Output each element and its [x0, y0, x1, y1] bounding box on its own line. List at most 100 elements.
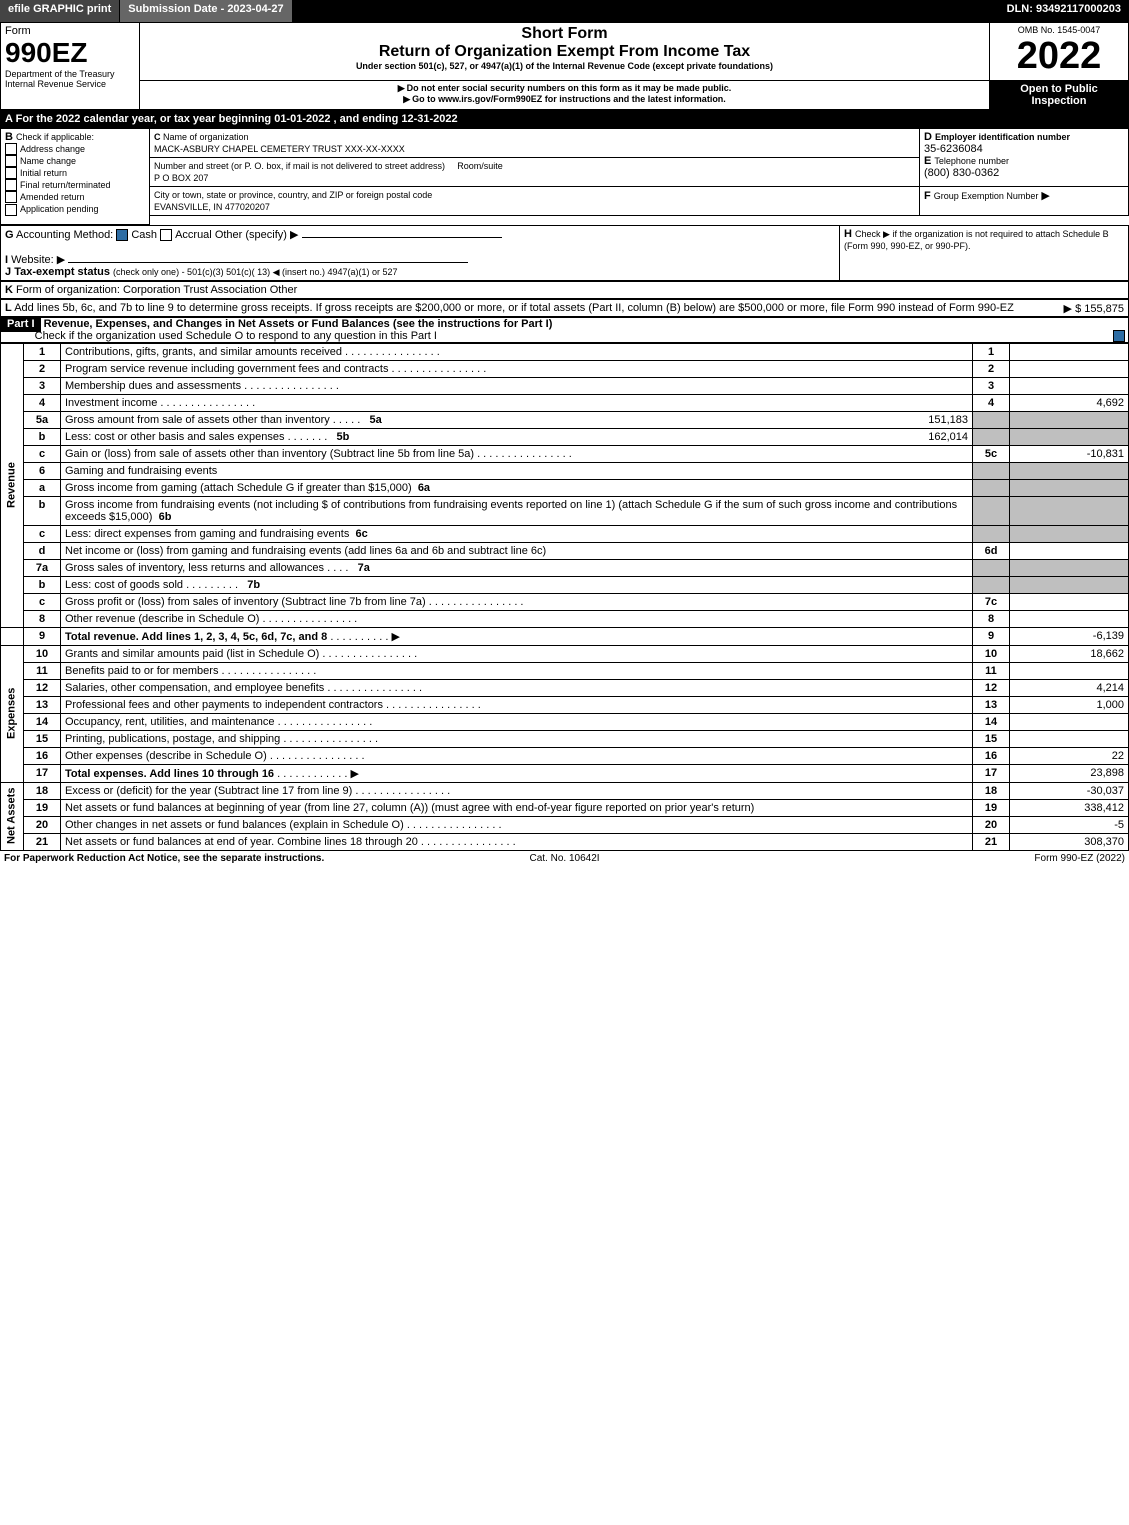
efile-print-button[interactable]: efile GRAPHIC print [0, 0, 120, 22]
chk-cash[interactable] [116, 229, 128, 241]
line-k: K Form of organization: Corporation Trus… [0, 281, 1129, 299]
chk-pending[interactable] [5, 204, 17, 216]
netassets-label: Net Assets [1, 782, 24, 850]
irs-label: Internal Revenue Service [5, 79, 135, 89]
l17n: 17 [973, 764, 1010, 782]
l2n: 2 [973, 360, 1010, 377]
line16-text: Other expenses (describe in Schedule O) [61, 747, 973, 764]
line6b-text: Gross income from fundraising events (no… [65, 499, 328, 511]
city-value: EVANSVILLE, IN 477020207 [154, 202, 270, 212]
part1-check-text: Check if the organization used Schedule … [35, 330, 437, 342]
line1-num: 1 [973, 343, 1010, 360]
l11n: 11 [973, 662, 1010, 679]
submission-date-button[interactable]: Submission Date - 2023-04-27 [120, 0, 292, 22]
l9n: 9 [973, 627, 1010, 645]
line5b-text: Less: cost or other basis and sales expe… [65, 431, 285, 443]
l18n: 18 [973, 782, 1010, 799]
l14v [1010, 713, 1129, 730]
footer-mid: Cat. No. 10642I [529, 853, 599, 864]
l14n: 14 [973, 713, 1010, 730]
line6a-text: Gross income from gaming (attach Schedul… [65, 482, 412, 494]
opt-pending: Application pending [20, 204, 99, 214]
city-label: City or town, state or province, country… [154, 190, 432, 200]
ssn-warning: Do not enter social security numbers on … [144, 83, 985, 94]
l4v: 4,692 [1010, 394, 1129, 411]
l8v [1010, 610, 1129, 627]
dln-label: DLN: 93492117000203 [999, 0, 1129, 22]
c-name-label: Name of organization [163, 132, 249, 142]
l15v [1010, 730, 1129, 747]
line2-text: Program service revenue including govern… [61, 360, 973, 377]
l5b-inline-n: 5b [336, 431, 349, 443]
l13n: 13 [973, 696, 1010, 713]
chk-initial[interactable] [5, 167, 17, 179]
chk-address-change[interactable] [5, 143, 17, 155]
l7an: 7a [358, 562, 370, 574]
line19-text: Net assets or fund balances at beginning… [61, 799, 973, 816]
l17v: 23,898 [1010, 764, 1129, 782]
line18-text: Excess or (deficit) for the year (Subtra… [61, 782, 973, 799]
l19n: 19 [973, 799, 1010, 816]
l20v: -5 [1010, 816, 1129, 833]
info-block: B Check if applicable: Address change Na… [0, 128, 1129, 225]
dept-label: Department of the Treasury [5, 69, 135, 79]
part1-checkbox[interactable] [1113, 330, 1125, 342]
goto-link[interactable]: Go to www.irs.gov/Form990EZ for instruct… [144, 94, 985, 105]
line6d-text: Net income or (loss) from gaming and fun… [61, 542, 973, 559]
ein-value: 35-6236084 [924, 143, 983, 155]
chk-final[interactable] [5, 179, 17, 191]
b-label: Check if applicable: [16, 132, 94, 142]
l10n: 10 [973, 645, 1010, 662]
h-text: Check ▶ if the organization is not requi… [844, 229, 1109, 251]
g-accrual: Accrual [175, 229, 212, 241]
l13v: 1,000 [1010, 696, 1129, 713]
f-label: Group Exemption Number [934, 191, 1039, 201]
line7a-text: Gross sales of inventory, less returns a… [65, 562, 324, 574]
opt-initial: Initial return [20, 168, 67, 178]
line15-text: Printing, publications, postage, and shi… [61, 730, 973, 747]
f-arrow: ▶ [1041, 190, 1049, 202]
form-header: Form 990EZ Department of the Treasury In… [0, 22, 1129, 110]
line12-text: Salaries, other compensation, and employ… [61, 679, 973, 696]
l16v: 22 [1010, 747, 1129, 764]
k-label: Form of organization: [16, 284, 120, 296]
l-text: Add lines 5b, 6c, and 7b to line 9 to de… [14, 302, 1014, 314]
line21-text: Net assets or fund balances at end of ye… [61, 833, 973, 850]
chk-accrual[interactable] [160, 229, 172, 241]
line7c-text: Gross profit or (loss) from sales of inv… [61, 593, 973, 610]
form-word: Form [5, 25, 135, 37]
line3-text: Membership dues and assessments [61, 377, 973, 394]
main-title: Return of Organization Exempt From Incom… [144, 43, 985, 61]
opt-name: Name change [20, 156, 76, 166]
j-options: (check only one) - 501(c)(3) 501(c)( 13)… [113, 267, 398, 277]
line-a-text: For the 2022 calendar year, or tax year … [16, 113, 458, 125]
l9v: -6,139 [1010, 627, 1129, 645]
line7b-text: Less: cost of goods sold [65, 579, 183, 591]
l11v [1010, 662, 1129, 679]
line5c-text: Gain or (loss) from sale of assets other… [61, 445, 973, 462]
l7cv [1010, 593, 1129, 610]
l-amount: ▶ $ 155,875 [1064, 302, 1124, 315]
l16n: 16 [973, 747, 1010, 764]
chk-amended[interactable] [5, 191, 17, 203]
l2v [1010, 360, 1129, 377]
l21n: 21 [973, 833, 1010, 850]
line-l: L Add lines 5b, 6c, and 7b to line 9 to … [0, 299, 1129, 317]
line6c-text: Less: direct expenses from gaming and fu… [65, 528, 349, 540]
l5b-inline-v: 162,014 [928, 431, 968, 443]
j-label: Tax-exempt status [14, 266, 110, 278]
l6bn: 6b [159, 511, 172, 523]
l8n: 8 [973, 610, 1010, 627]
opt-amended: Amended return [20, 192, 85, 202]
g-label: Accounting Method: [16, 229, 113, 241]
footer-left: For Paperwork Reduction Act Notice, see … [4, 853, 529, 864]
page-footer: For Paperwork Reduction Act Notice, see … [0, 851, 1129, 866]
l12v: 4,214 [1010, 679, 1129, 696]
line13-text: Professional fees and other payments to … [61, 696, 973, 713]
line9-text: Total revenue. Add lines 1, 2, 3, 4, 5c,… [65, 631, 327, 643]
chk-name-change[interactable] [5, 155, 17, 167]
top-bar: efile GRAPHIC print Submission Date - 20… [0, 0, 1129, 22]
l19v: 338,412 [1010, 799, 1129, 816]
l7bn: 7b [247, 579, 260, 591]
opt-address: Address change [20, 144, 85, 154]
